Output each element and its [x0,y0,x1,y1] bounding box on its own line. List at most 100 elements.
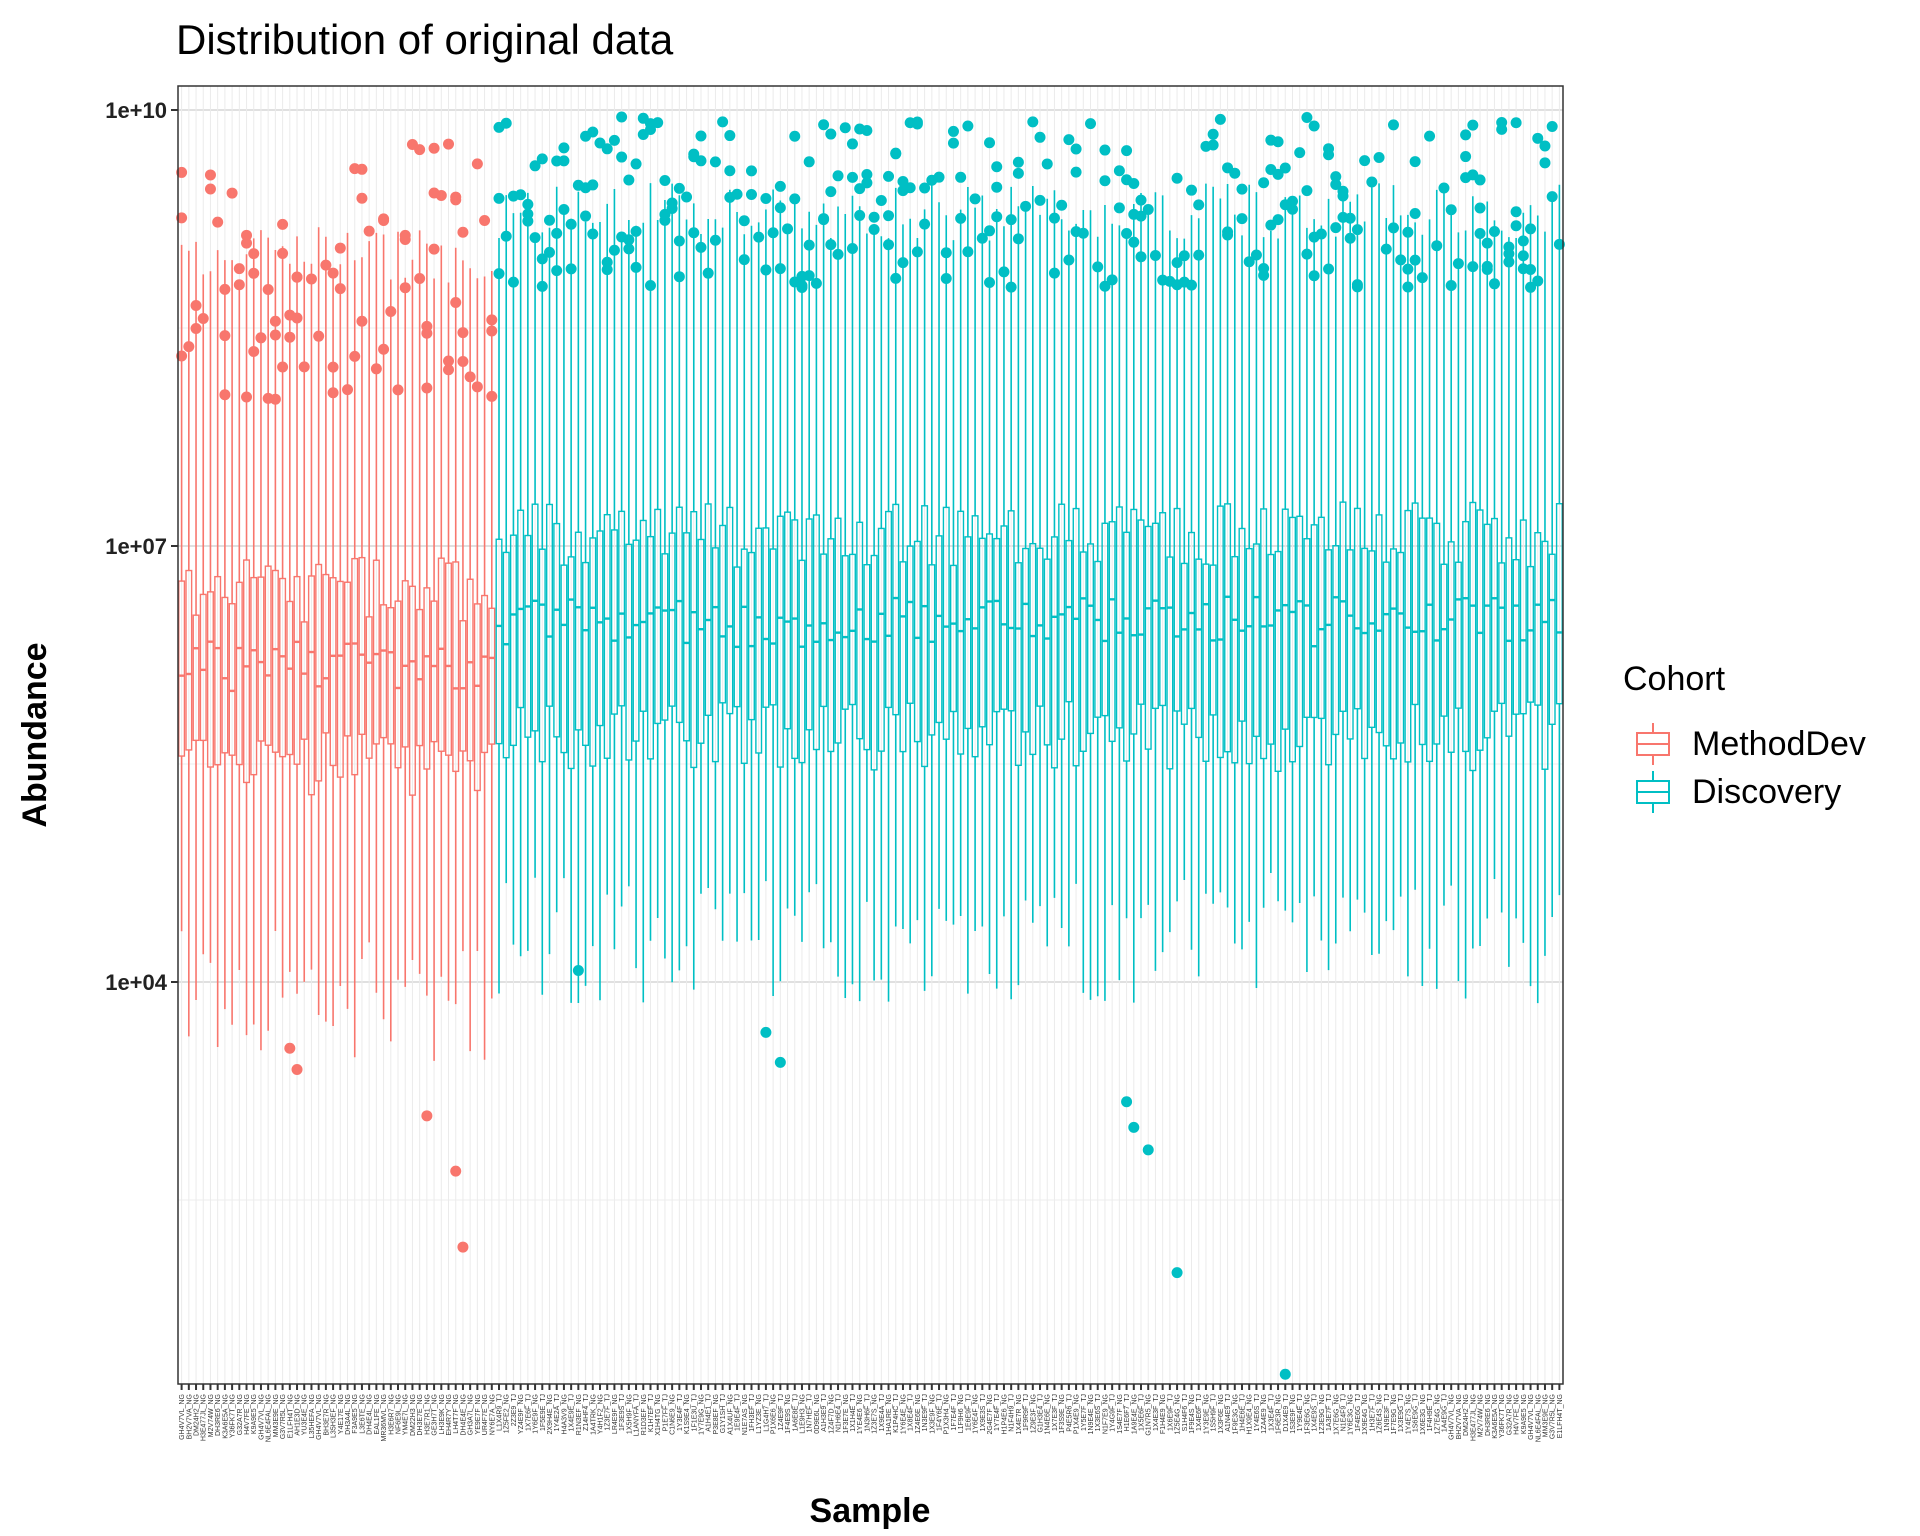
box [863,564,871,751]
x-tick-label: A1X4UF_NG [727,1394,734,1435]
box [221,596,229,754]
outlier-point [1121,1096,1133,1108]
x-tick-label: 1ZA4E9_NG [1261,1394,1268,1434]
boxplot-discovery [1553,184,1565,896]
boxplot-methoddev [334,242,346,987]
x-tick-label: YZ4E9F_NG [518,1394,525,1434]
boxplot-discovery [1286,195,1298,923]
outlier-point [919,182,931,194]
box [935,535,943,724]
outlier-point [349,350,361,362]
boxplot-discovery [1445,204,1457,886]
box [942,506,950,740]
outlier-point [832,170,844,182]
x-tick-label: 1F9R9F_TJ [1023,1394,1030,1431]
outlier-point [673,271,685,283]
outlier-point [356,163,368,175]
x-tick-label: DH4E4E_NG [460,1394,467,1436]
boxplot-methoddev [471,158,483,952]
box [913,540,921,743]
boxplot-discovery [529,160,541,878]
outlier-point [558,155,570,167]
outlier-point [1070,166,1082,178]
x-tick-label: 1A4E9G_TJ [1441,1394,1448,1432]
box [1043,558,1051,746]
outlier-point [760,264,772,276]
boxplot-discovery [955,171,967,917]
outlier-point [947,137,959,149]
boxplot-discovery [1243,184,1255,922]
outlier-point [428,142,440,154]
x-tick-label: 1X6E9F_TJ [1167,1394,1174,1431]
outlier-point [1359,155,1371,167]
x-tick-label: 1A9E4E_NG [1131,1394,1138,1434]
boxplot-discovery [1474,174,1486,946]
outlier-point [1503,241,1515,253]
boxplot-discovery [623,174,635,887]
boxplot-methoddev [479,214,491,1060]
box [964,536,972,730]
outlier-point [190,322,202,334]
outlier-point [176,166,188,178]
outlier-point [1048,212,1060,224]
outlier-point [616,111,628,123]
outlier-point [399,282,411,294]
outlier-point [1294,147,1306,159]
x-tick-label: 1F3E7E_NG [843,1394,850,1434]
outlier-point [1402,226,1414,238]
x-tick-label: MR36MVL_NG [381,1394,388,1441]
box [733,566,741,708]
boxplot-discovery [753,222,765,941]
box [279,577,287,758]
x-tick-label: GH4V7VL_NG [1449,1394,1456,1440]
x-tick-label: G1N7R5_NG [1146,1394,1153,1436]
x-tick-label: 1Y6E3G_NG [1348,1394,1355,1435]
outlier-point [1099,280,1111,292]
boxplot-methoddev [204,169,216,963]
box [473,603,481,792]
boxplot-discovery [565,218,577,1003]
x-tick-label: YU3E4E_NG [302,1394,309,1435]
outlier-point [883,239,895,251]
outlier-point [471,381,483,393]
boxplot-discovery [1236,183,1248,950]
outlier-point [558,203,570,215]
x-tick-label: UR4F7E_NG [482,1394,489,1435]
boxplot-methoddev [399,229,411,987]
outlier-point [1020,200,1032,212]
x-tick-label: H3E477JL_NG [201,1394,208,1441]
outlier-point [695,241,707,253]
outlier-point [233,263,245,275]
boxplot-discovery [976,195,988,927]
outlier-point [1474,174,1486,186]
x-tick-label: 1Y7E4F_TJ [994,1394,1001,1431]
boxplot-discovery [717,116,729,941]
x-tick-label: G3V7R5L_NG [1550,1394,1557,1439]
box [524,534,532,738]
boxplot-discovery [709,156,721,910]
outlier-point [1460,151,1472,163]
legend-title: Cohort [1623,660,1726,698]
x-tick-label: 1F6E3R_NG [1276,1394,1283,1434]
box [1332,545,1340,736]
x-tick-label: K9A9E5_NG [251,1394,258,1434]
box [1245,547,1253,765]
outlier-point [392,384,404,396]
boxplot-discovery [1135,192,1147,919]
outlier-point [1323,263,1335,275]
boxplot-methoddev [176,166,188,932]
outlier-point [1258,263,1270,275]
outlier-point [1135,251,1147,263]
outlier-point [868,211,880,223]
x-tick-label: 1Z5E4G_NG [1175,1394,1182,1434]
outlier-point [269,315,281,327]
outlier-point [623,234,635,246]
boxplot-discovery [1222,162,1234,908]
boxplot-discovery [767,189,779,997]
x-tick-label: H4V7FE_NG [244,1394,251,1435]
boxplot-methoddev [428,142,440,1061]
x-tick-label: P1E7FF_TJ [662,1394,669,1431]
outlier-point [370,363,382,375]
boxplot-discovery [493,121,505,994]
outlier-point [1416,272,1428,284]
